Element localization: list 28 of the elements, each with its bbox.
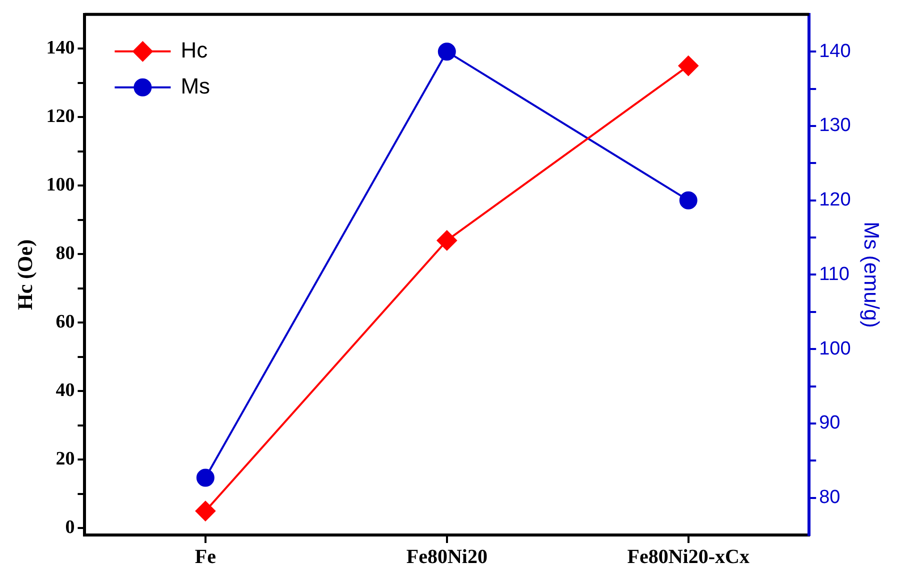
y-tick-label: 40: [56, 380, 75, 402]
y-tick-label: 140: [46, 38, 75, 59]
point: [678, 56, 698, 76]
y2-tick-label: 140: [819, 40, 851, 62]
point: [436, 230, 457, 250]
y-tick-label: 20: [56, 448, 75, 470]
y2-tick-label: 120: [819, 190, 851, 211]
point: [438, 42, 456, 61]
x-tick-label: Fe80Ni20-xCx: [627, 546, 750, 568]
y2-tick-label: 80: [819, 487, 840, 508]
legend-label: Ms: [180, 73, 210, 98]
legend-label: Hc: [180, 37, 208, 62]
y-axis-title: Hc (Oe): [13, 239, 38, 310]
y-tick-label: 100: [46, 174, 75, 196]
y-tick-label: 0: [65, 517, 75, 538]
point: [679, 191, 698, 210]
y-tick-label: 120: [46, 106, 75, 128]
y2-axis-title: Ms (emu/g): [860, 222, 883, 328]
y2-tick-label: 130: [819, 115, 851, 136]
y-tick-label: 80: [56, 243, 75, 264]
point: [196, 468, 214, 487]
x-tick-label: Fe: [194, 546, 216, 568]
x-tick-label: Fe80Ni20: [406, 546, 488, 568]
y2-tick-label: 100: [819, 338, 851, 360]
y2-tick-label: 90: [819, 412, 840, 434]
y2-tick-label: 110: [819, 264, 850, 285]
point: [195, 501, 216, 522]
y-tick-label: 60: [56, 312, 75, 333]
